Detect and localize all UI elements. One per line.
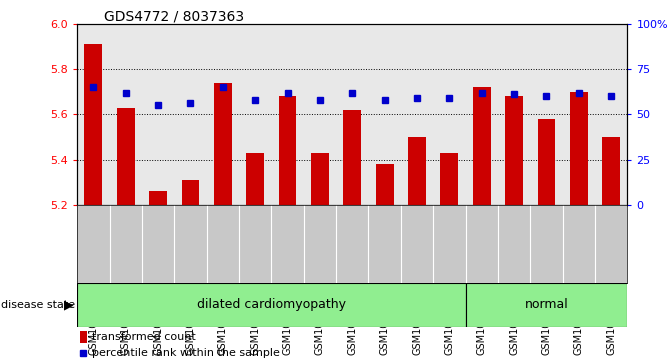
Text: normal: normal xyxy=(525,298,568,311)
Bar xyxy=(344,110,361,205)
FancyBboxPatch shape xyxy=(466,283,627,327)
FancyBboxPatch shape xyxy=(77,283,466,327)
Bar xyxy=(214,82,231,205)
Bar xyxy=(440,153,458,205)
Text: percentile rank within the sample: percentile rank within the sample xyxy=(93,348,280,358)
Bar xyxy=(537,119,556,205)
Bar xyxy=(278,96,297,205)
Bar xyxy=(117,107,135,205)
Bar xyxy=(246,153,264,205)
Bar xyxy=(376,164,393,205)
Text: disease state: disease state xyxy=(1,300,75,310)
Bar xyxy=(80,331,87,343)
Bar xyxy=(505,96,523,205)
Bar xyxy=(149,192,167,205)
Bar xyxy=(85,44,102,205)
Bar xyxy=(473,87,491,205)
Bar xyxy=(408,137,426,205)
Text: ▶: ▶ xyxy=(64,298,74,311)
Text: GDS4772 / 8037363: GDS4772 / 8037363 xyxy=(104,9,244,23)
Bar xyxy=(570,91,588,205)
Text: transformed count: transformed count xyxy=(93,332,196,342)
Text: dilated cardiomyopathy: dilated cardiomyopathy xyxy=(197,298,346,311)
Bar xyxy=(603,137,620,205)
Bar xyxy=(182,180,199,205)
Bar xyxy=(311,153,329,205)
